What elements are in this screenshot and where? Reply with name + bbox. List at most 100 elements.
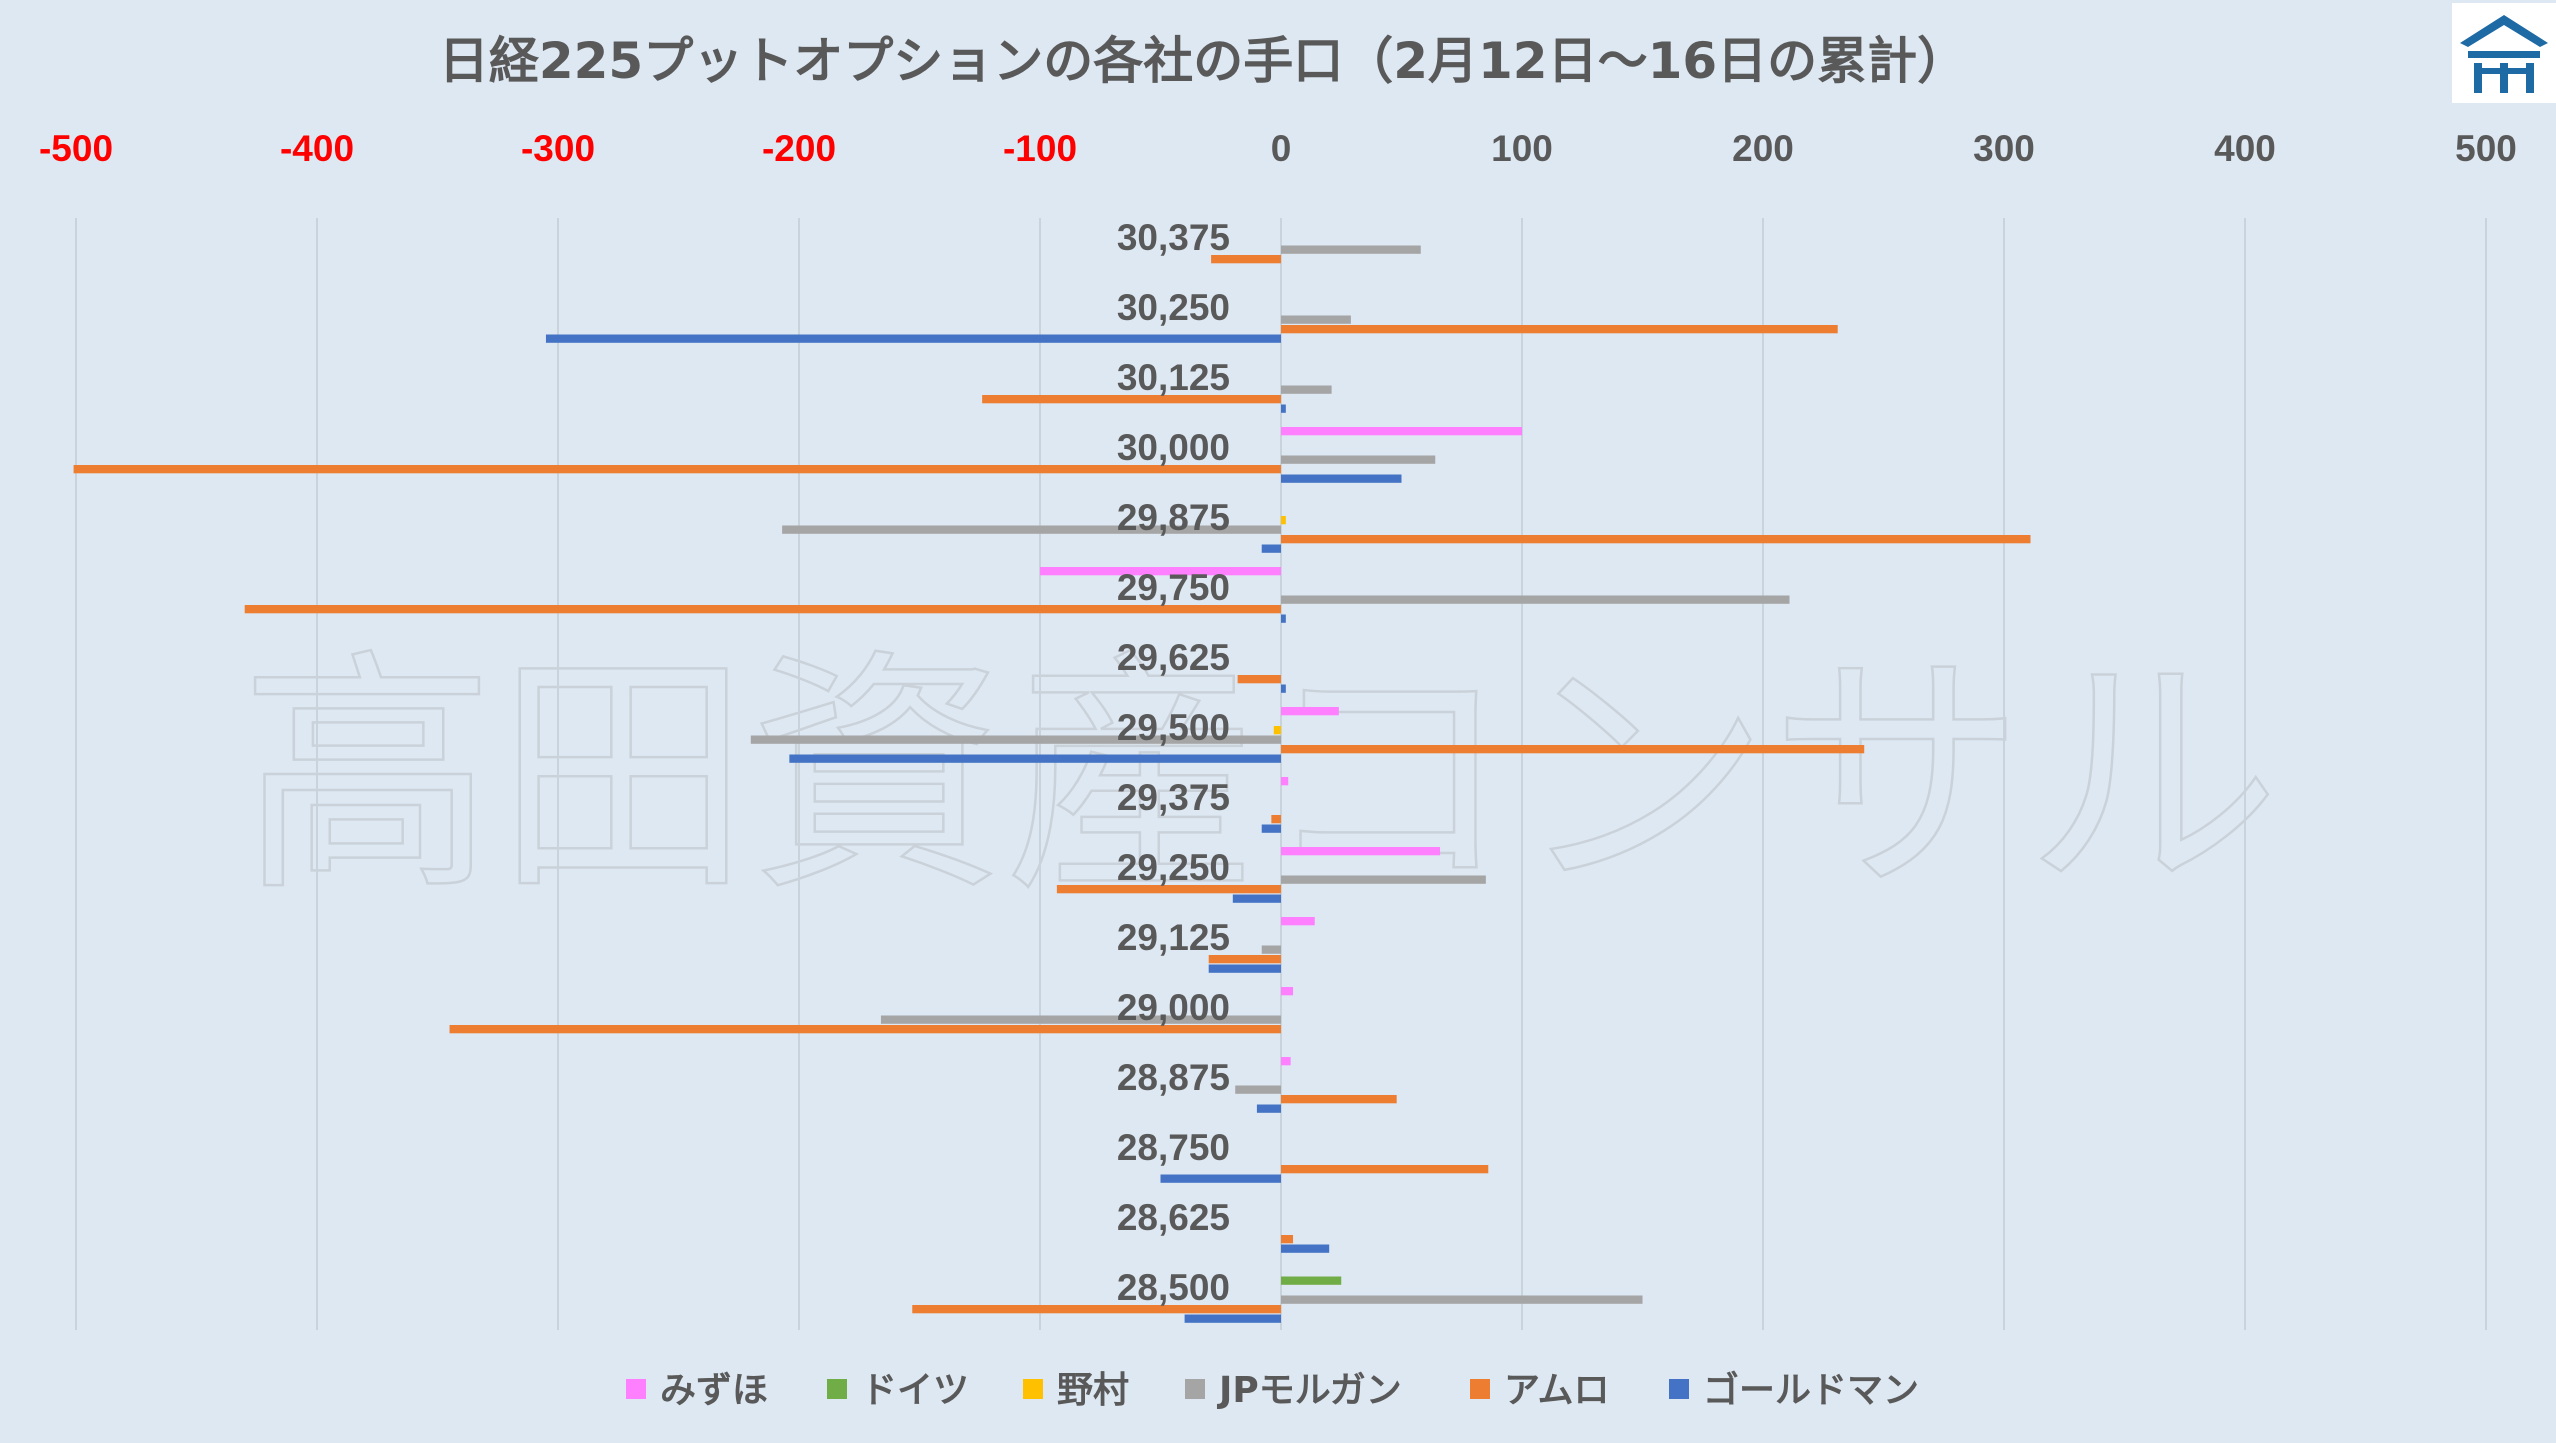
category-label: 28,625 bbox=[1117, 1197, 1230, 1238]
x-tick-label: 300 bbox=[1973, 128, 2035, 169]
bar bbox=[1281, 614, 1286, 623]
bar bbox=[1281, 427, 1522, 436]
bars bbox=[73, 245, 2031, 1323]
bar bbox=[1281, 707, 1339, 716]
bar bbox=[1211, 255, 1281, 264]
category-label: 30,250 bbox=[1117, 287, 1230, 328]
legend-label: ゴールドマン bbox=[1703, 1369, 1919, 1411]
bar bbox=[1281, 1057, 1291, 1066]
category-label: 29,750 bbox=[1117, 567, 1230, 608]
bar bbox=[1184, 1314, 1281, 1323]
category-label: 29,875 bbox=[1117, 497, 1230, 538]
bar bbox=[1232, 894, 1281, 903]
category-label: 29,375 bbox=[1117, 777, 1230, 818]
bar bbox=[1261, 544, 1281, 553]
legend-swatch bbox=[1470, 1379, 1490, 1399]
bar bbox=[1281, 917, 1315, 926]
x-tick-label: 200 bbox=[1732, 128, 1794, 169]
category-label: 30,000 bbox=[1117, 427, 1230, 468]
bar bbox=[750, 735, 1281, 744]
bar bbox=[1281, 1165, 1489, 1174]
category-label: 29,625 bbox=[1117, 637, 1230, 678]
category-label: 28,500 bbox=[1117, 1267, 1230, 1308]
watermark-text: 高田資産コンサル bbox=[240, 629, 2280, 926]
category-label: 29,500 bbox=[1117, 707, 1230, 748]
bar bbox=[1281, 315, 1351, 324]
legend-label: ドイツ bbox=[861, 1370, 969, 1411]
bar bbox=[1281, 535, 2031, 544]
bar bbox=[73, 465, 1282, 474]
bar bbox=[1281, 875, 1486, 884]
legend-label: アムロ bbox=[1504, 1370, 1609, 1411]
category-label: 30,375 bbox=[1117, 217, 1230, 258]
bar bbox=[789, 754, 1281, 763]
x-axis-ticks: -500 -400 -300 -200 -100 0 100 200 300 400 500 bbox=[39, 128, 2517, 169]
x-tick-label: -400 bbox=[280, 128, 354, 169]
legend: みずほ ドイツ 野村 JPモルガン アムロ ゴールドマン bbox=[626, 1369, 1919, 1411]
category-label: 30,125 bbox=[1117, 357, 1230, 398]
legend-label: 野村 bbox=[1057, 1370, 1129, 1411]
bar bbox=[1040, 567, 1281, 576]
bar bbox=[1281, 777, 1289, 786]
legend-swatch bbox=[1185, 1379, 1205, 1399]
bar bbox=[912, 1305, 1281, 1314]
category-label: 29,000 bbox=[1117, 987, 1230, 1028]
category-label: 28,750 bbox=[1117, 1127, 1230, 1168]
bar bbox=[1281, 1276, 1342, 1285]
logo-icon bbox=[2452, 3, 2556, 103]
x-tick-label: -100 bbox=[1003, 128, 1077, 169]
bar bbox=[1208, 964, 1281, 973]
legend-label: みずほ bbox=[660, 1370, 768, 1411]
bar bbox=[1271, 815, 1281, 824]
bar bbox=[1160, 1174, 1281, 1183]
x-tick-label: 0 bbox=[1271, 128, 1292, 169]
category-label: 28,875 bbox=[1117, 1057, 1230, 1098]
x-tick-label: 400 bbox=[2214, 128, 2276, 169]
category-label: 29,250 bbox=[1117, 847, 1230, 888]
x-tick-label: 500 bbox=[2455, 128, 2517, 169]
bar bbox=[782, 525, 1281, 534]
legend-swatch bbox=[1023, 1379, 1043, 1399]
bar bbox=[1281, 1295, 1643, 1304]
bar bbox=[1261, 824, 1281, 833]
bar bbox=[1281, 595, 1790, 604]
chart-title: 日経225プットオプションの各社の手口（2月12日～16日の累計） bbox=[439, 32, 1967, 90]
x-tick-label: -500 bbox=[39, 128, 113, 169]
bar bbox=[1281, 745, 1865, 754]
bar bbox=[1281, 404, 1286, 413]
bar bbox=[1256, 1104, 1281, 1113]
bar bbox=[1056, 885, 1281, 894]
bar bbox=[1281, 245, 1421, 254]
bar bbox=[1281, 1095, 1397, 1104]
bar bbox=[1281, 516, 1286, 525]
legend-swatch bbox=[827, 1379, 847, 1399]
bar bbox=[1281, 1235, 1294, 1244]
bar bbox=[1281, 385, 1332, 394]
bar bbox=[1261, 945, 1281, 954]
x-tick-label: -300 bbox=[521, 128, 595, 169]
bar bbox=[1281, 847, 1441, 856]
category-label: 29,125 bbox=[1117, 917, 1230, 958]
bar bbox=[1237, 675, 1281, 684]
category-labels: 30,375 30,250 30,125 30,000 29,875 29,750 29,6… bbox=[1117, 217, 1230, 1308]
bar bbox=[982, 395, 1281, 404]
x-tick-label: 100 bbox=[1491, 128, 1553, 169]
bar bbox=[449, 1025, 1281, 1034]
legend-swatch bbox=[626, 1379, 646, 1399]
bar bbox=[1281, 474, 1402, 483]
bar bbox=[1208, 955, 1281, 964]
x-tick-label: -200 bbox=[762, 128, 836, 169]
bar bbox=[1281, 325, 1838, 334]
bar bbox=[545, 334, 1281, 343]
bar bbox=[1281, 1244, 1330, 1253]
legend-label: JPモルガン bbox=[1216, 1370, 1402, 1411]
bar bbox=[1281, 455, 1436, 464]
bar bbox=[1273, 726, 1281, 735]
legend-swatch bbox=[1669, 1379, 1689, 1399]
bar bbox=[1281, 987, 1294, 996]
bar bbox=[1235, 1085, 1281, 1094]
bar bbox=[1281, 684, 1286, 693]
bar bbox=[244, 605, 1282, 614]
gridlines bbox=[75, 218, 2487, 1330]
